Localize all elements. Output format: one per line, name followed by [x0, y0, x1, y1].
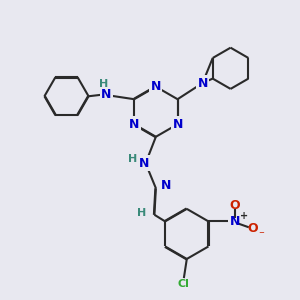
Text: N: N	[230, 215, 240, 228]
Text: H: H	[99, 80, 108, 89]
Text: N: N	[161, 179, 171, 192]
Text: O: O	[247, 222, 258, 235]
Text: N: N	[197, 76, 208, 89]
Text: H: H	[137, 208, 147, 218]
Text: N: N	[172, 118, 183, 131]
Text: O: O	[230, 199, 240, 212]
Text: Cl: Cl	[178, 279, 190, 289]
Text: N: N	[139, 157, 149, 170]
Text: N: N	[129, 118, 140, 131]
Text: N: N	[151, 80, 161, 93]
Text: N: N	[101, 88, 111, 101]
Text: H: H	[128, 154, 137, 164]
Text: ⁻: ⁻	[259, 230, 264, 240]
Text: +: +	[240, 211, 248, 221]
